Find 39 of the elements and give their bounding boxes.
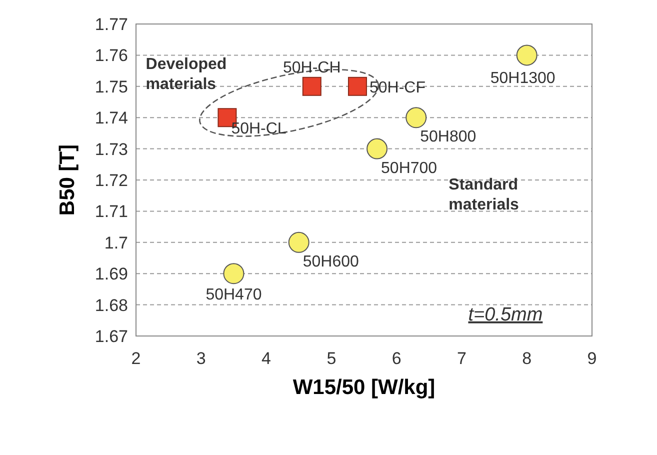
y-tick-label: 1.71	[94, 202, 128, 222]
x-tick-label: 5	[326, 349, 336, 368]
y-tick-label: 1.67	[94, 326, 128, 346]
annotation: 50H1300	[490, 70, 556, 88]
x-tick-label: 3	[196, 349, 206, 368]
x-tick-label: 4	[262, 349, 272, 368]
annotation: t=0.5mm	[468, 304, 543, 326]
annotation: 50H-CF	[369, 79, 426, 96]
x-tick-label: 8	[522, 349, 532, 368]
x-tick-label: 9	[587, 349, 597, 368]
annotation: 50H-CH	[282, 59, 341, 76]
point	[223, 263, 244, 284]
x-tick-label: 7	[456, 349, 466, 368]
y-tick-label: 1.74	[94, 108, 128, 128]
annotation: Developed materials	[146, 56, 227, 94]
y-tick-label: 1.72	[94, 170, 128, 190]
y-tick-label: 1.68	[94, 296, 128, 315]
x-axis-title: W15/50 [W/kg]	[292, 376, 436, 399]
point	[348, 76, 367, 96]
point	[288, 232, 310, 253]
annotation: 50H700	[381, 160, 438, 177]
point	[366, 138, 388, 160]
point	[406, 107, 427, 128]
annotation: 50H-CL	[231, 120, 286, 138]
y-tick-label: 1.76	[94, 46, 128, 66]
y-tick-label: 1.7	[104, 233, 128, 252]
annotation: Standard materials	[448, 176, 520, 214]
x-tick-label: 2	[131, 349, 141, 368]
point	[302, 76, 322, 96]
annotation: 50H470	[206, 286, 262, 304]
y-tick-label: 1.69	[94, 264, 128, 284]
y-tick-label: 1.75	[94, 77, 128, 96]
annotation: 50H600	[302, 253, 360, 270]
annotation: 50H800	[420, 128, 476, 146]
y-tick-label: 1.77	[94, 14, 128, 34]
y-axis-title: B50 [T]	[56, 144, 79, 216]
x-tick-label: 6	[392, 349, 402, 368]
y-tick-label: 1.73	[94, 140, 128, 159]
point	[516, 44, 538, 66]
